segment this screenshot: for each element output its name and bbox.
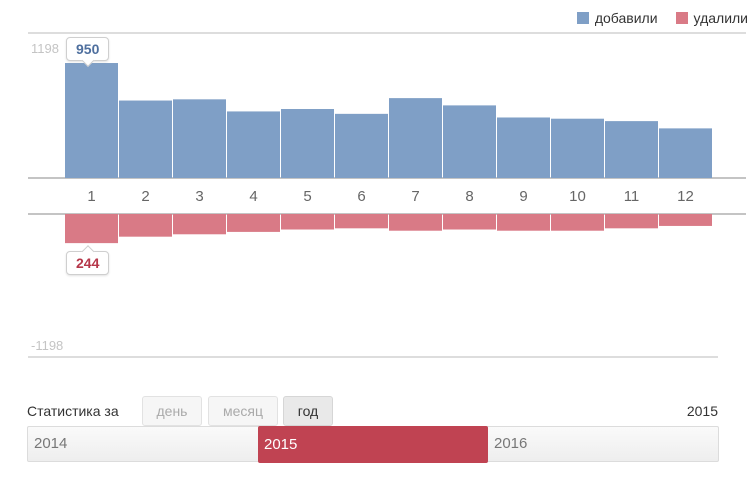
added-value-tooltip: 950 [66, 37, 110, 61]
legend: добавили удалили [576, 10, 748, 26]
added-value-text: 950 [76, 41, 100, 57]
stat-label: Статистика за [27, 403, 119, 419]
bar-removed-6[interactable] [335, 214, 388, 229]
legend-removed-label: удалили [693, 10, 748, 26]
added-series [65, 63, 712, 178]
bar-removed-9[interactable] [497, 214, 550, 231]
category-label-1: 1 [87, 188, 95, 205]
year-2016[interactable]: 2016 [494, 435, 528, 452]
legend-removed-swatch [675, 12, 688, 24]
bar-added-12[interactable] [659, 128, 712, 178]
category-label-10: 10 [569, 188, 586, 205]
bar-removed-8[interactable] [443, 214, 496, 230]
period-month-button[interactable]: месяц [208, 396, 278, 426]
bar-added-11[interactable] [605, 121, 658, 178]
period-controls: Статистика за день месяц год 2015 [27, 396, 718, 426]
current-year: 2015 [686, 403, 718, 419]
category-label-5: 5 [303, 188, 311, 205]
bar-added-4[interactable] [227, 111, 280, 178]
bar-added-9[interactable] [497, 117, 550, 178]
category-label-3: 3 [195, 188, 203, 205]
legend-added-label: добавили [594, 10, 658, 26]
bar-removed-1[interactable] [65, 214, 118, 244]
period-year-button[interactable]: год [283, 396, 333, 426]
removed-value-text: 244 [76, 255, 100, 271]
category-label-6: 6 [357, 188, 365, 205]
category-label-9: 9 [519, 188, 527, 205]
year-2015[interactable]: 2015 [258, 426, 488, 463]
removed-series [65, 214, 712, 244]
y-max-label: 1198 [31, 41, 59, 56]
category-label-2: 2 [141, 188, 149, 205]
bar-removed-5[interactable] [281, 214, 334, 230]
category-label-12: 12 [677, 188, 694, 205]
bar-removed-12[interactable] [659, 214, 712, 226]
bar-added-1[interactable] [65, 63, 118, 178]
bar-removed-4[interactable] [227, 214, 280, 232]
bar-removed-10[interactable] [551, 214, 604, 231]
category-label-11: 11 [624, 188, 640, 205]
period-day-button[interactable]: день [142, 396, 202, 426]
category-label-7: 7 [411, 188, 419, 205]
year-2014[interactable]: 2014 [34, 435, 68, 452]
bar-added-3[interactable] [173, 99, 226, 178]
y-min-label: -1198 [31, 338, 63, 353]
bar-removed-2[interactable] [119, 214, 172, 237]
category-labels: 1 2 3 4 5 6 7 8 9 10 11 12 [87, 188, 694, 205]
legend-added-swatch [576, 12, 589, 24]
bar-removed-3[interactable] [173, 214, 226, 235]
bar-chart: 1198 -1198 1 2 3 4 5 6 7 8 9 10 11 12 [28, 32, 746, 358]
year-selector: 2014 2015 2016 [27, 426, 719, 463]
category-label-8: 8 [465, 188, 473, 205]
bar-added-7[interactable] [389, 98, 442, 178]
bar-added-5[interactable] [281, 109, 334, 178]
bar-added-2[interactable] [119, 100, 172, 178]
bar-added-10[interactable] [551, 118, 604, 178]
legend-added[interactable]: добавили [576, 10, 658, 26]
bar-added-8[interactable] [443, 105, 496, 178]
bar-added-6[interactable] [335, 113, 388, 178]
legend-removed[interactable]: удалили [675, 10, 748, 26]
bar-removed-7[interactable] [389, 214, 442, 231]
bar-removed-11[interactable] [605, 214, 658, 229]
removed-value-tooltip: 244 [66, 251, 110, 275]
category-label-4: 4 [249, 188, 257, 205]
